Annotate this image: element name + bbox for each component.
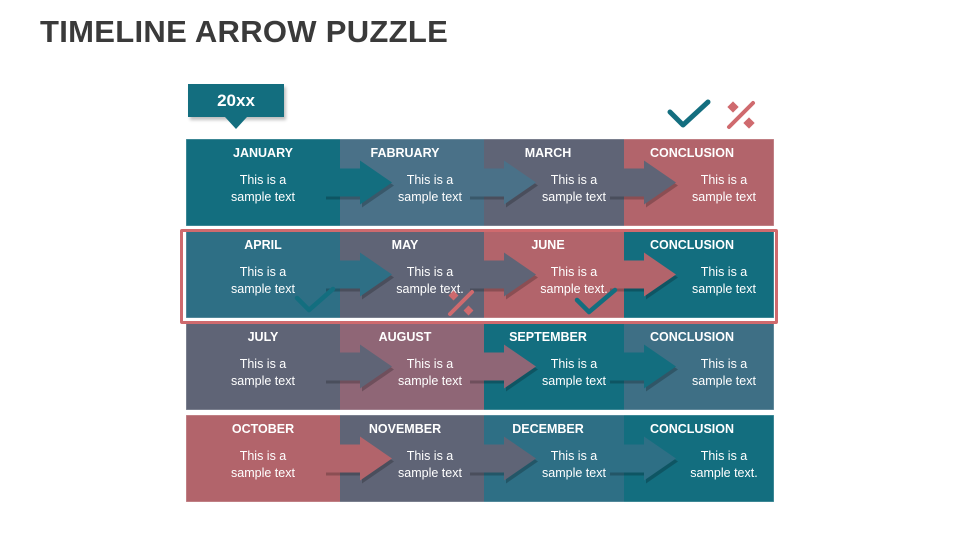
check-icon	[294, 286, 336, 313]
slide-title: TIMELINE ARROW PUZZLE	[40, 14, 449, 49]
puzzle-arrow	[324, 436, 392, 481]
cell-month-label: DECEMBER	[512, 422, 584, 436]
cell-text-line: sample text	[542, 190, 606, 204]
puzzle-arrow	[468, 436, 536, 481]
cell-sample-text: This is a sample text	[647, 172, 801, 206]
year-pointer-arrow	[225, 117, 247, 129]
cell-text-line: This is a	[700, 265, 748, 279]
cell-month-label: FABRUARY	[370, 146, 440, 160]
cell-text-line: sample text	[398, 466, 462, 480]
cell-sample-text: This is a sample text	[647, 356, 801, 390]
cell-sample-text: This is a sample text	[186, 264, 340, 298]
cell-text-line: This is a	[239, 173, 287, 187]
year-label: 20xx	[217, 90, 255, 110]
cell-sample-text: This is a sample text.	[647, 448, 801, 482]
year-label-box: 20xx	[188, 84, 284, 117]
cell-text-line: sample text	[692, 190, 756, 204]
cell-text-line: sample text	[692, 282, 756, 296]
cell-text-line: This is a	[550, 265, 598, 279]
cell-text-line: This is a	[550, 449, 598, 463]
timeline-cell	[186, 139, 340, 226]
cell-text-line: sample text	[231, 282, 295, 296]
cell-month-label: JUNE	[531, 238, 565, 252]
cell-sample-text: This is a sample text	[353, 172, 507, 206]
puzzle-arrow	[324, 160, 392, 205]
cell-month-label: MAY	[391, 238, 419, 252]
puzzle-arrow	[324, 344, 392, 389]
cell-text-line: This is a	[239, 449, 287, 463]
cell-sample-text: This is a sample text	[647, 264, 801, 298]
cell-text-line: This is a	[406, 173, 454, 187]
cell-text-line: This is a	[239, 357, 287, 371]
cell-sample-text: This is a sample text	[353, 356, 507, 390]
cell-sample-text: This is a sample text.	[353, 264, 507, 298]
cell-month-label: JANUARY	[233, 146, 293, 160]
cell-sample-text: This is a sample text	[353, 448, 507, 482]
cell-text-line: This is a	[406, 265, 454, 279]
timeline-cell	[186, 415, 340, 502]
cell-text-line: This is a	[406, 449, 454, 463]
puzzle-arrow	[608, 344, 676, 389]
cell-sample-text: This is a sample text	[186, 356, 340, 390]
highlighted-row-frame	[180, 229, 778, 324]
cell-text-line: sample text.	[396, 282, 464, 296]
timeline-row	[185, 414, 775, 503]
puzzle-arrow	[468, 344, 536, 389]
cell-month-label: CONCLUSION	[649, 330, 735, 344]
percent-icon	[727, 101, 755, 129]
cell-sample-text: This is a sample text	[497, 356, 651, 390]
cell-text-line: This is a	[700, 449, 748, 463]
cell-month-label: CONCLUSION	[649, 238, 735, 252]
check-icon	[574, 287, 618, 315]
puzzle-arrow	[608, 160, 676, 205]
cell-sample-text: This is a sample text	[186, 172, 340, 206]
puzzle-arrow	[324, 252, 392, 297]
cell-month-label: AUGUST	[378, 330, 432, 344]
cell-text-line: sample text	[231, 466, 295, 480]
cell-text-line: sample text	[398, 374, 462, 388]
cell-text-line: sample text	[692, 374, 756, 388]
cell-month-label: MARCH	[524, 146, 572, 160]
cell-month-label: CONCLUSION	[649, 146, 735, 160]
year-pointer-stem	[231, 113, 241, 119]
cell-text-line: This is a	[550, 173, 598, 187]
cell-text-line: sample text	[398, 190, 462, 204]
cell-text-line: This is a	[700, 173, 748, 187]
puzzle-arrow	[608, 436, 676, 481]
cell-text-line: sample text	[231, 374, 295, 388]
cell-text-line: sample text	[542, 466, 606, 480]
percent-icon	[448, 290, 474, 316]
timeline-row	[185, 322, 775, 411]
cell-text-line: This is a	[406, 357, 454, 371]
puzzle-arrow	[468, 252, 536, 297]
timeline-cell	[186, 323, 340, 410]
cell-month-label: NOVEMBER	[368, 422, 442, 436]
puzzle-arrow	[608, 252, 676, 297]
cell-sample-text: This is a sample text	[497, 448, 651, 482]
cell-month-label: CONCLUSION	[649, 422, 735, 436]
cell-text-line: sample text.	[540, 282, 608, 296]
cell-sample-text: This is a sample text	[186, 448, 340, 482]
cell-month-label: JULY	[247, 330, 279, 344]
row-border	[185, 138, 775, 227]
cell-text-line: sample text	[542, 374, 606, 388]
cell-sample-text: This is a sample text.	[497, 264, 651, 298]
row-border	[185, 414, 775, 503]
cell-month-label: OCTOBER	[231, 422, 295, 436]
cell-text-line: This is a	[550, 357, 598, 371]
cell-text-line: This is a	[239, 265, 287, 279]
cell-month-label: APRIL	[244, 238, 282, 252]
cell-text-line: This is a	[700, 357, 748, 371]
puzzle-arrow	[468, 160, 536, 205]
cell-sample-text: This is a sample text	[497, 172, 651, 206]
cell-text-line: sample text	[231, 190, 295, 204]
cell-month-label: SEPTEMBER	[509, 330, 587, 344]
check-icon	[667, 99, 711, 128]
timeline-row	[185, 138, 775, 227]
cell-text-line: sample text.	[690, 466, 758, 480]
